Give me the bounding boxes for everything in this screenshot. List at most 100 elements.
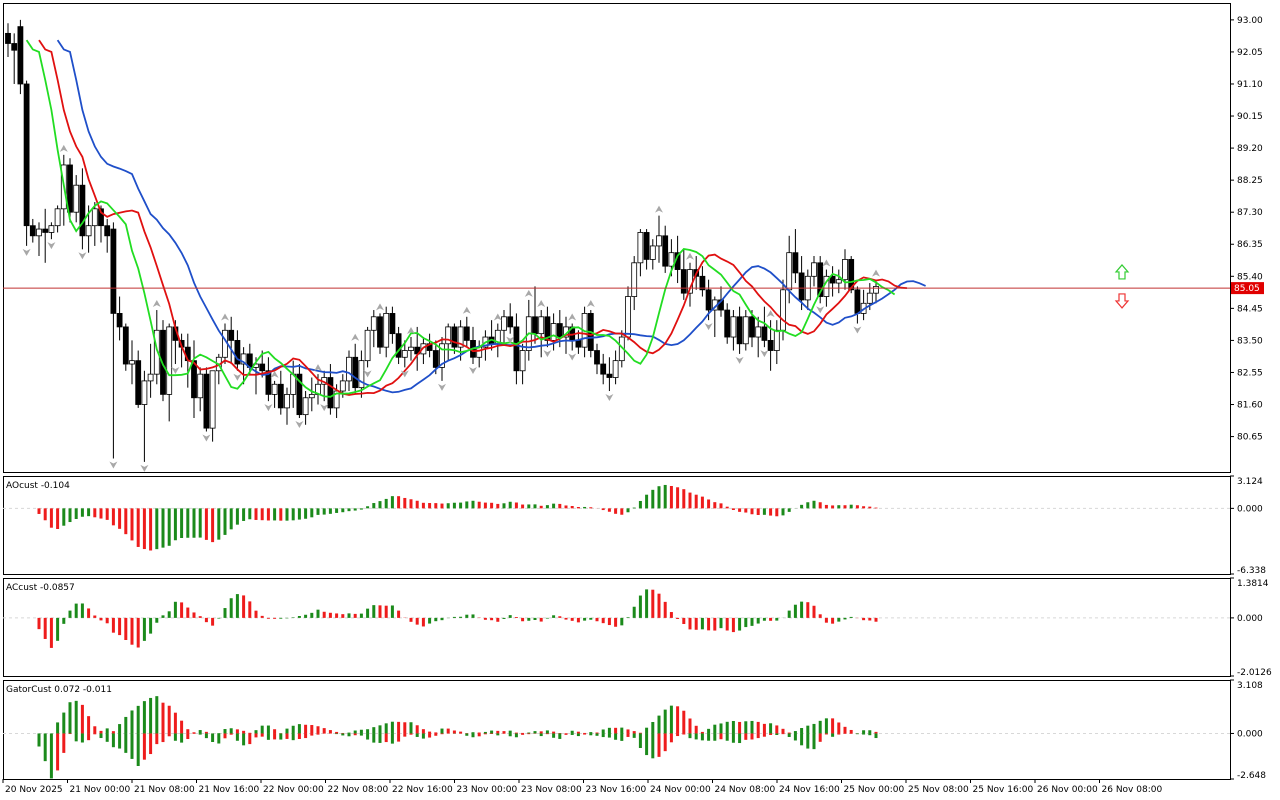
candle-body[interactable]: [352, 356, 359, 389]
candle-body[interactable]: [848, 259, 855, 291]
candle-body[interactable]: [79, 184, 86, 237]
candle-body[interactable]: [54, 208, 61, 227]
candle-body[interactable]: [11, 43, 18, 51]
candle-body[interactable]: [724, 309, 731, 338]
candle-body[interactable]: [439, 343, 445, 368]
candle-body[interactable]: [742, 316, 749, 345]
candle-body[interactable]: [234, 340, 241, 365]
candle-body[interactable]: [556, 323, 563, 338]
candle-body[interactable]: [85, 225, 92, 237]
indicator-panes[interactable]: [3, 484, 1230, 779]
candle-body[interactable]: [29, 225, 36, 237]
candle-body[interactable]: [445, 326, 452, 345]
candle-body[interactable]: [265, 370, 272, 395]
candle-body[interactable]: [606, 373, 613, 378]
candle-body[interactable]: [538, 316, 545, 335]
candle-body[interactable]: [36, 228, 42, 237]
candle-body[interactable]: [432, 350, 439, 368]
candle-body[interactable]: [842, 259, 848, 281]
candle-body[interactable]: [308, 393, 315, 399]
candle-body[interactable]: [135, 360, 142, 405]
candle-body[interactable]: [116, 313, 123, 328]
candle-body[interactable]: [166, 326, 173, 395]
candle-body[interactable]: [699, 275, 706, 291]
candle-body[interactable]: [296, 373, 303, 416]
candle-body[interactable]: [339, 380, 346, 392]
candle-body[interactable]: [302, 397, 309, 416]
candle-body[interactable]: [749, 316, 755, 338]
candle-body[interactable]: [5, 32, 11, 44]
candle-body[interactable]: [284, 393, 290, 409]
candle-body[interactable]: [736, 316, 743, 345]
candle-body[interactable]: [761, 326, 768, 341]
candle-body[interactable]: [147, 373, 154, 382]
price-pane[interactable]: [3, 19, 1230, 472]
candle-body[interactable]: [680, 269, 687, 294]
candle-body[interactable]: [773, 329, 780, 351]
candle-body[interactable]: [550, 323, 557, 341]
candle-body[interactable]: [873, 286, 879, 294]
candle-body[interactable]: [346, 356, 352, 382]
candle-body[interactable]: [358, 360, 365, 389]
candle-body[interactable]: [594, 350, 600, 365]
candle-body[interactable]: [755, 326, 762, 338]
candle-body[interactable]: [129, 360, 135, 365]
candle-body[interactable]: [798, 272, 805, 301]
candle-body[interactable]: [364, 329, 371, 362]
candle-body[interactable]: [829, 275, 836, 284]
candle-body[interactable]: [643, 232, 650, 260]
candle-body[interactable]: [271, 383, 278, 395]
candle-body[interactable]: [662, 235, 669, 267]
candle-body[interactable]: [507, 316, 514, 328]
candle-body[interactable]: [277, 383, 284, 409]
candle-body[interactable]: [389, 313, 396, 335]
candle-body[interactable]: [408, 346, 414, 351]
candle-body[interactable]: [612, 360, 619, 378]
candle-body[interactable]: [532, 316, 538, 335]
candle-body[interactable]: [463, 326, 470, 341]
candle-body[interactable]: [110, 228, 117, 314]
candle-body[interactable]: [153, 329, 160, 375]
candle-body[interactable]: [98, 208, 104, 227]
candle-body[interactable]: [73, 184, 80, 213]
candle-body[interactable]: [637, 232, 644, 264]
candle-body[interactable]: [501, 316, 507, 331]
candle-body[interactable]: [17, 26, 24, 85]
candle-body[interactable]: [575, 340, 582, 348]
candle-body[interactable]: [370, 316, 377, 331]
candle-body[interactable]: [705, 289, 712, 311]
candle-body[interactable]: [730, 316, 737, 338]
candle-body[interactable]: [209, 370, 216, 429]
candle-body[interactable]: [327, 377, 334, 409]
candle-body[interactable]: [42, 228, 49, 233]
candle-body[interactable]: [197, 373, 204, 399]
candle-body[interactable]: [835, 279, 842, 284]
candle-body[interactable]: [780, 289, 786, 331]
candle-body[interactable]: [141, 380, 148, 405]
candle-body[interactable]: [104, 225, 111, 237]
candle-body[interactable]: [811, 262, 817, 277]
candle-body[interactable]: [383, 313, 390, 348]
candle-body[interactable]: [259, 363, 266, 372]
candle-body[interactable]: [457, 326, 464, 348]
candle-body[interactable]: [191, 360, 197, 399]
candle-body[interactable]: [203, 373, 210, 429]
candle-body[interactable]: [401, 350, 408, 358]
candle-body[interactable]: [513, 326, 520, 372]
candle-body[interactable]: [395, 333, 402, 358]
candle-body[interactable]: [600, 363, 607, 375]
candle-body[interactable]: [519, 350, 526, 372]
candle-body[interactable]: [786, 252, 793, 291]
candle-body[interactable]: [866, 292, 873, 304]
candle-body[interactable]: [544, 316, 551, 341]
candle-body[interactable]: [228, 329, 235, 341]
candle-body[interactable]: [668, 252, 675, 267]
candle-body[interactable]: [767, 340, 774, 351]
candle-body[interactable]: [817, 262, 824, 297]
candle-body[interactable]: [377, 316, 383, 348]
candle-body[interactable]: [451, 326, 458, 348]
candle-body[interactable]: [67, 164, 73, 213]
candle-body[interactable]: [649, 245, 656, 260]
candle-body[interactable]: [631, 262, 638, 297]
